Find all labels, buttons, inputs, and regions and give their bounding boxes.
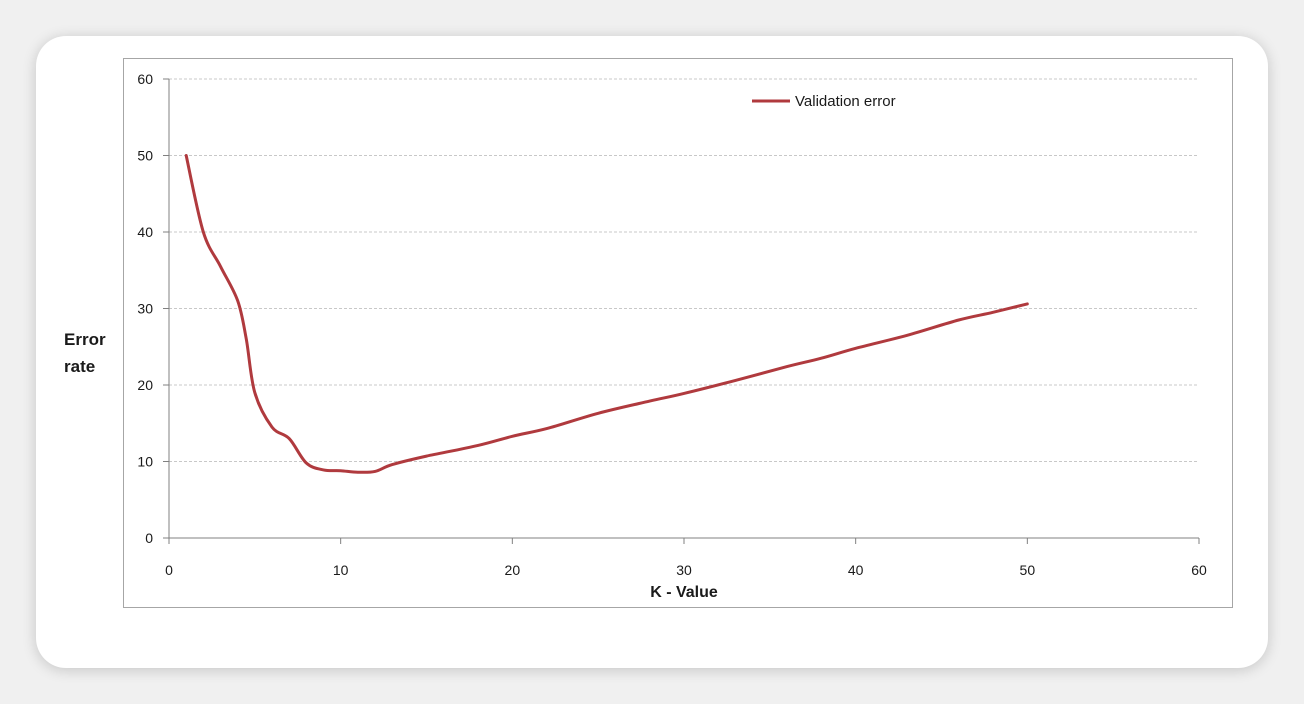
legend-label: Validation error	[795, 93, 896, 110]
gridlines	[169, 78, 1199, 462]
y-tick-label: 20	[137, 377, 153, 393]
x-tick-label: 30	[676, 562, 692, 578]
series-line-validation-error	[184, 154, 1029, 474]
chart-frame	[123, 58, 1233, 608]
x-tick-label: 0	[165, 562, 173, 578]
y-axis-ticks: 0 10 20 30 40 50 60	[137, 71, 169, 546]
y-tick-label: 40	[137, 224, 153, 240]
x-tick-label: 50	[1020, 562, 1036, 578]
y-tick-label: 60	[137, 71, 153, 87]
y-axis-title: Error rate	[64, 330, 106, 376]
y-tick-label: 50	[137, 148, 153, 164]
x-tick-label: 20	[505, 562, 521, 578]
series-layer	[184, 154, 1029, 474]
x-axis-title: K - Value	[650, 584, 718, 601]
x-tick-label: 10	[333, 562, 349, 578]
y-tick-label: 30	[137, 301, 153, 317]
y-tick-label: 10	[137, 454, 153, 470]
x-tick-label: 40	[848, 562, 864, 578]
legend: Validation error	[752, 93, 896, 110]
y-tick-label: 0	[145, 530, 153, 546]
x-tick-label: 60	[1191, 562, 1207, 578]
x-axis-ticks: 0 10 20 30 40 50 60	[165, 538, 1207, 578]
